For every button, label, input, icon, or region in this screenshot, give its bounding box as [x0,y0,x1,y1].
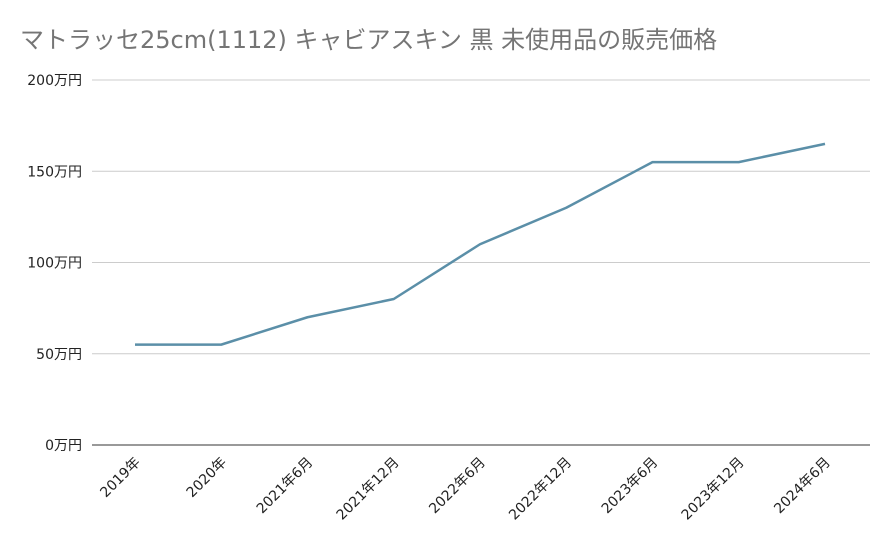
x-tick-label: 2020年 [184,455,230,501]
x-tick-labels: 2019年 2020年 2021年6月 2021年12月 2022年6月 2022年12月… [97,455,833,524]
x-tick-label: 2019年 [97,455,143,501]
y-tick-label: 100万円 [27,256,82,272]
series-line-0 [135,142,826,346]
y-tick-label: 50万円 [36,347,82,363]
x-tick-label: 2023年12月 [679,455,748,524]
x-tick-label: 2021年6月 [254,455,317,518]
x-tick-label: 2022年12月 [506,455,575,524]
x-tick-label: 2021年12月 [334,455,403,524]
x-tick-label: 2023年6月 [599,455,662,518]
x-tick-label: 2022年6月 [426,455,489,518]
chart-title: マトラッセ25cm(1112) キャビアスキン 黒 未使用品の販売価格 [20,26,718,54]
series-lines [135,142,826,346]
y-tick-label: 150万円 [27,164,82,180]
y-tick-label: 0万円 [45,438,82,454]
x-tick-label: 2024年6月 [771,455,834,518]
y-tick-labels: 0万円 50万円 100万円 150万円 200万円 [27,73,82,454]
y-tick-label: 200万円 [27,73,82,89]
gridlines [92,79,870,355]
